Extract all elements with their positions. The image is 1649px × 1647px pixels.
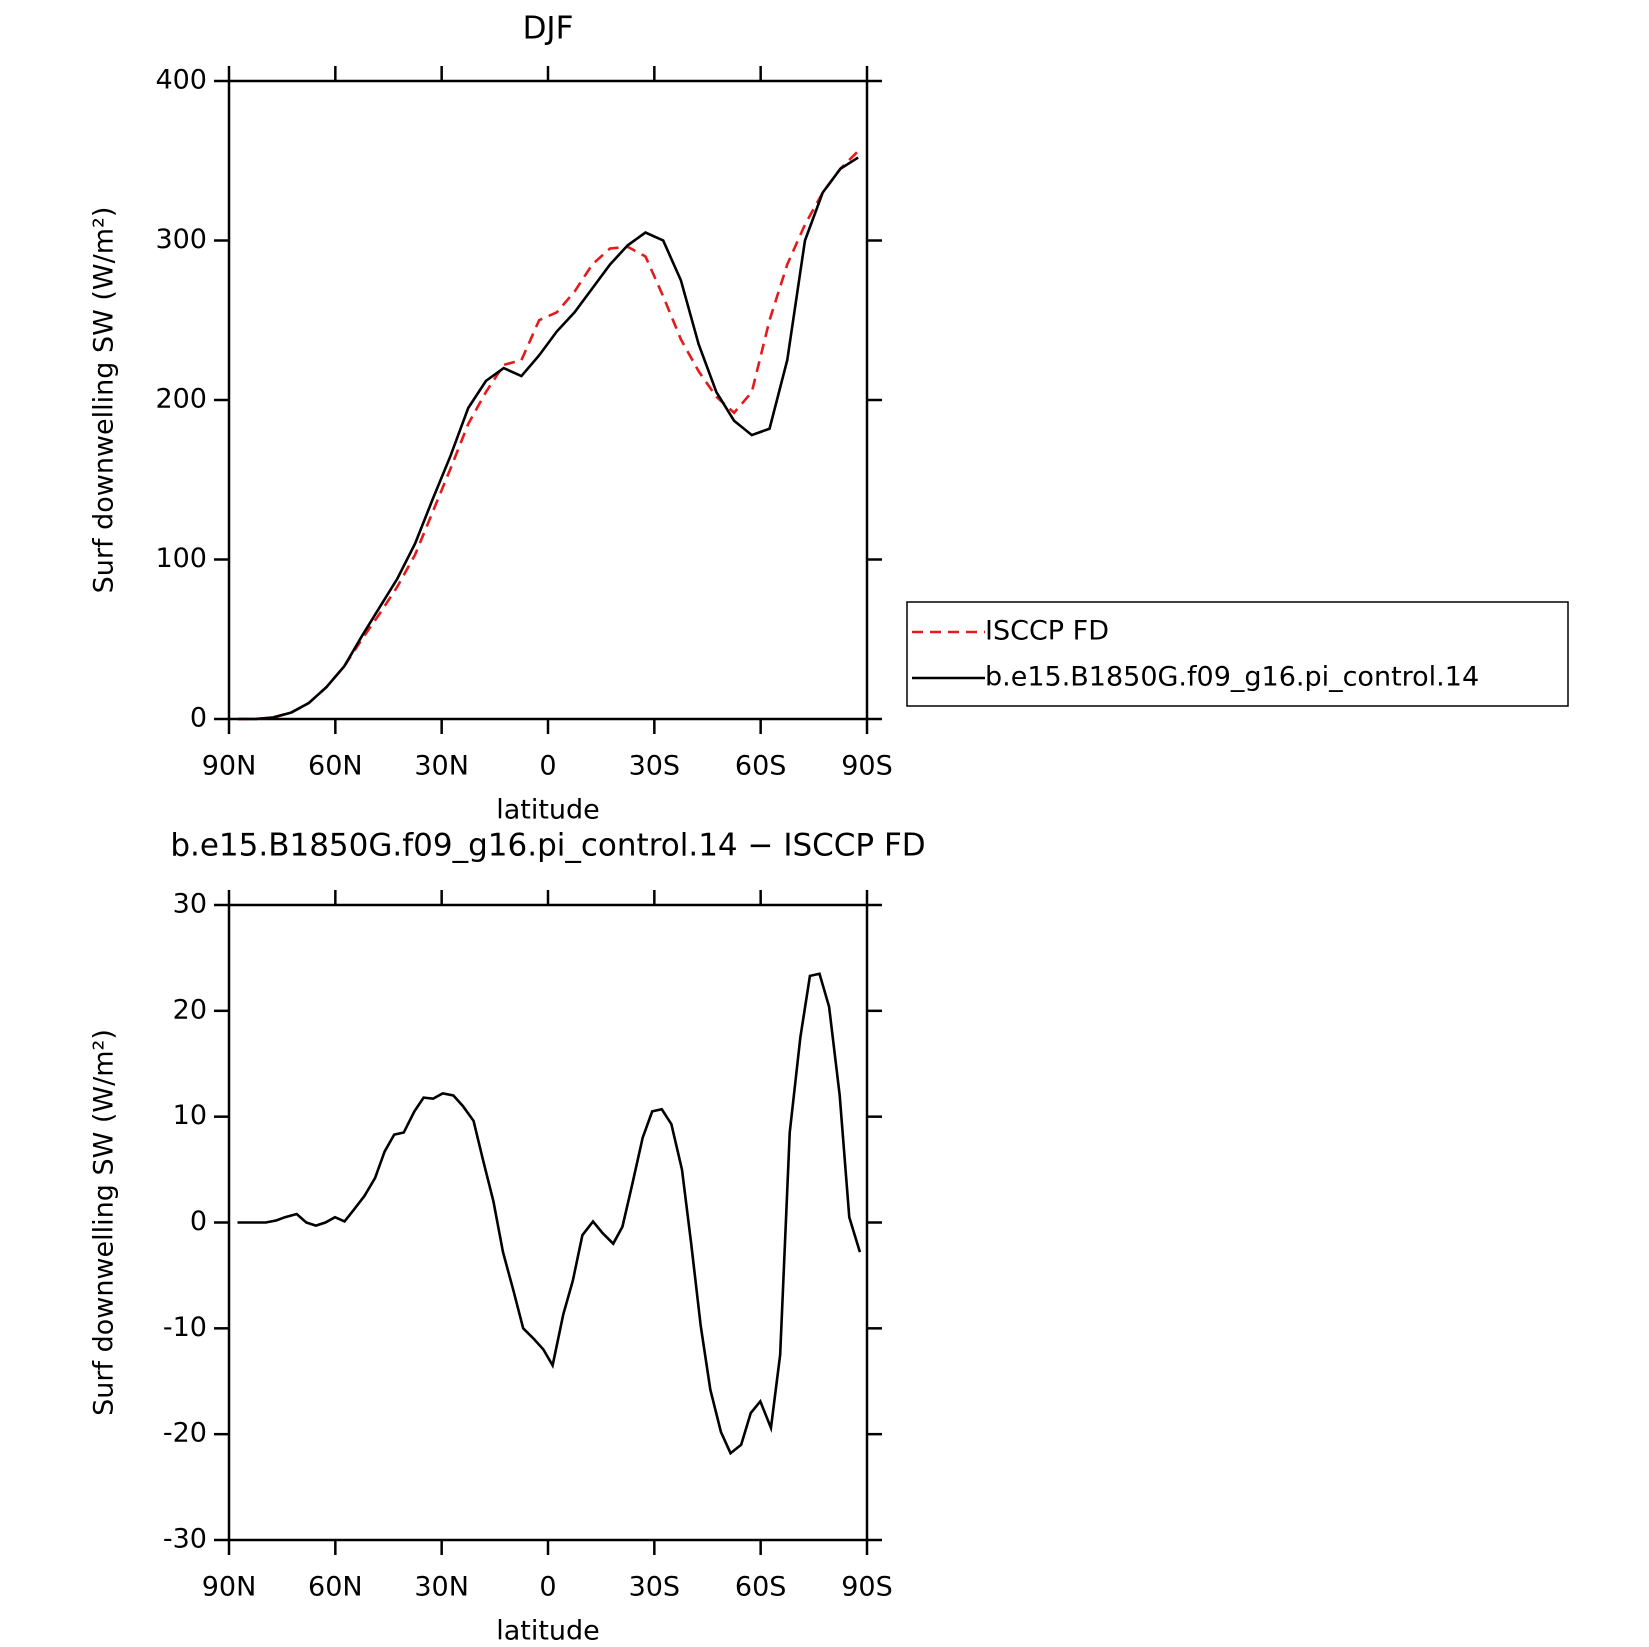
- x-tick-label: 90S: [841, 751, 893, 782]
- x-tick-label: 0: [539, 1572, 556, 1603]
- y-tick-label: 300: [155, 224, 207, 255]
- y-tick-label: 30: [173, 889, 207, 920]
- y-tick-label: 0: [190, 1206, 207, 1237]
- legend-label: b.e15.B1850G.f09_g16.pi_control.14: [985, 662, 1479, 693]
- y-tick-label: 10: [173, 1100, 207, 1131]
- y-tick-label: 100: [155, 543, 207, 574]
- y-tick-label: -20: [163, 1418, 207, 1449]
- x-tick-label: 60S: [735, 751, 787, 782]
- y-axis-label: Surf downwelling SW (W/m²): [89, 207, 120, 594]
- plot-frame: [227, 903, 869, 1542]
- x-axis-label: latitude: [496, 1616, 600, 1647]
- series-line: [237, 972, 862, 1456]
- y-tick-label: 400: [155, 65, 207, 96]
- x-tick-label: 90S: [841, 1572, 893, 1603]
- chart-title: DJF: [523, 11, 574, 47]
- x-tick-label: 0: [539, 751, 556, 782]
- series-line: [237, 156, 859, 721]
- x-tick-label: 60N: [308, 1572, 363, 1603]
- y-tick-label: 0: [190, 703, 207, 734]
- x-tick-label: 30N: [414, 751, 469, 782]
- legend-label: ISCCP FD: [985, 616, 1109, 647]
- y-tick-label: -10: [163, 1312, 207, 1343]
- x-tick-label: 30S: [629, 751, 681, 782]
- plot-frame: [227, 79, 869, 721]
- x-axis-label: latitude: [496, 795, 600, 826]
- chart-title: b.e15.B1850G.f09_g16.pi_control.14 − ISC…: [170, 828, 925, 864]
- legend-box: [906, 601, 1569, 707]
- y-tick-label: 200: [155, 384, 207, 415]
- x-tick-label: 60N: [308, 751, 363, 782]
- x-tick-label: 60S: [735, 1572, 787, 1603]
- y-axis-label: Surf downwelling SW (W/m²): [89, 1029, 120, 1416]
- y-tick-label: 20: [173, 994, 207, 1025]
- x-tick-label: 30S: [629, 1572, 681, 1603]
- y-tick-label: -30: [163, 1524, 207, 1555]
- x-tick-label: 90N: [202, 1572, 257, 1603]
- series-line: [237, 150, 860, 721]
- x-tick-label: 30N: [414, 1572, 469, 1603]
- x-tick-label: 90N: [202, 751, 257, 782]
